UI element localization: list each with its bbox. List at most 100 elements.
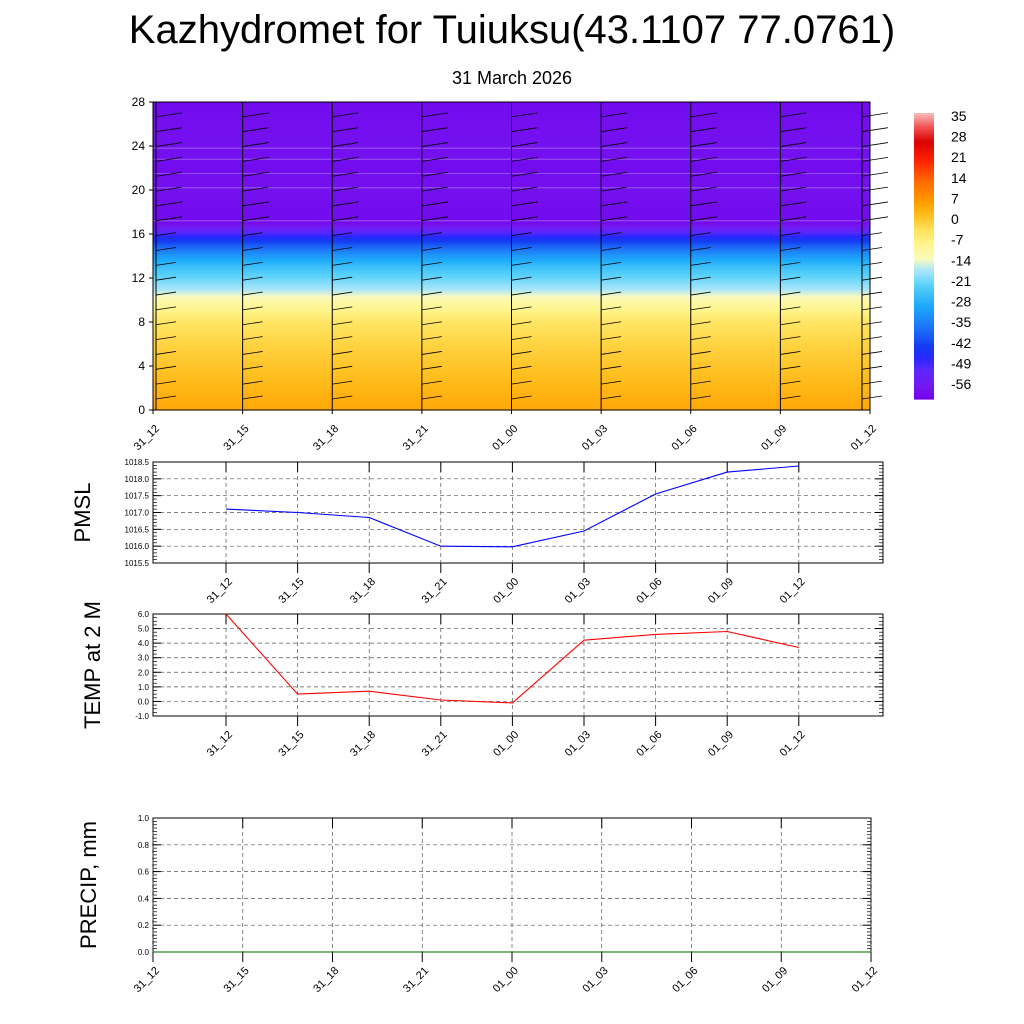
- x-tick-label: 31_15: [222, 965, 252, 995]
- wind-barb: [332, 306, 353, 311]
- colorbar-band: [914, 282, 934, 286]
- colorbar-band: [914, 133, 934, 137]
- colorbar-band: [914, 292, 934, 296]
- wind-barb: [780, 380, 801, 385]
- wind-barb: [242, 112, 269, 118]
- y-tick-label: 12: [132, 271, 146, 285]
- colorbar-band: [914, 192, 934, 196]
- colorbar-band: [914, 272, 934, 275]
- wind-barb: [421, 276, 442, 281]
- wind-barb: [242, 306, 263, 311]
- wind-barb: [511, 127, 538, 133]
- colorbar-band: [914, 127, 934, 130]
- wind-barb: [780, 336, 801, 340]
- x-tick-label: 01_12: [850, 965, 880, 995]
- colorbar-band: [914, 370, 934, 374]
- colorbar-label: 14: [951, 170, 967, 186]
- wind-barb: [155, 261, 177, 266]
- colorbar-band: [914, 329, 934, 333]
- wind-barb: [155, 112, 183, 118]
- wind-barb: [601, 336, 622, 340]
- wind-barb: [242, 216, 269, 222]
- x-tick-label: 01_00: [490, 423, 520, 453]
- y-tick-label: 3.0: [138, 654, 150, 663]
- wind-barb: [332, 336, 353, 340]
- colorbar-band: [914, 307, 934, 310]
- y-tick-label: 0: [138, 403, 145, 417]
- colorbar-band: [914, 372, 934, 376]
- y-tick-label: 0.6: [138, 868, 150, 877]
- wind-barb: [155, 247, 177, 251]
- wind-barb: [332, 365, 353, 370]
- colorbar-label: 21: [951, 149, 967, 165]
- wind-barb: [690, 247, 711, 251]
- colorbar-band: [914, 149, 934, 153]
- wind-barb: [780, 276, 801, 281]
- colorbar-band: [914, 168, 934, 171]
- wind-barb: [155, 365, 177, 370]
- x-tick-label: 31_18: [348, 729, 378, 759]
- colorbar-band: [914, 394, 934, 398]
- wind-barb: [780, 247, 801, 251]
- wind-barb: [861, 380, 883, 385]
- colorbar-band: [914, 239, 934, 243]
- wind-barb: [780, 321, 801, 326]
- colorbar-band: [914, 245, 934, 249]
- wind-barb: [332, 261, 353, 266]
- wind-barb: [511, 321, 532, 326]
- wind-barb: [332, 380, 353, 385]
- colorbar-band: [914, 221, 934, 224]
- y-tick-label: 20: [132, 183, 146, 197]
- wind-barb: [155, 351, 177, 355]
- colorbar-band: [914, 139, 934, 143]
- wind-barb: [861, 261, 883, 266]
- y-tick-label: 16: [132, 227, 146, 241]
- colorbar-band: [914, 249, 934, 253]
- wind-barb: [780, 112, 807, 118]
- wind-barb: [155, 157, 183, 162]
- wind-barb: [861, 365, 883, 370]
- wind-barb: [861, 232, 883, 237]
- colorbar-band: [914, 123, 934, 126]
- wind-barb: [242, 157, 269, 162]
- colorbar-band: [914, 113, 934, 116]
- colorbar-band: [914, 170, 934, 173]
- colorbar-band: [914, 155, 934, 159]
- colorbar-band: [914, 137, 934, 141]
- colorbar-band: [914, 264, 934, 267]
- y-axis-label: PRECIP, mm: [76, 821, 101, 949]
- x-tick-label: 01_06: [670, 965, 700, 995]
- wind-barb: [780, 291, 801, 296]
- wind-barb: [511, 171, 538, 177]
- wind-barb: [155, 321, 177, 326]
- x-tick-label: 01_09: [706, 729, 736, 759]
- wind-barb: [332, 112, 359, 118]
- wind-barb: [242, 395, 263, 400]
- y-axis-label: PMSL: [70, 483, 95, 543]
- wind-barb: [861, 112, 889, 118]
- wind-barb: [242, 351, 263, 355]
- colorbar-band: [914, 194, 934, 198]
- colorbar-band: [914, 323, 934, 327]
- colorbar-band: [914, 388, 934, 392]
- wind-barb: [861, 291, 883, 296]
- wind-barb: [601, 186, 628, 192]
- colorbar-band: [914, 131, 934, 135]
- wind-barb: [690, 365, 711, 370]
- wind-barb: [690, 336, 711, 340]
- wind-barb: [421, 336, 442, 340]
- temperature-heatmap: 0 4 8 12 16 20 24 28 31_12 31_15 31_18 31_21 01_00 01…: [132, 95, 889, 453]
- y-axis-label: TEMP at 2 M: [80, 601, 105, 729]
- wind-barb: [242, 365, 263, 370]
- colorbar-band: [914, 319, 934, 322]
- colorbar-band: [914, 166, 934, 169]
- colorbar-band: [914, 284, 934, 288]
- y-tick-label: 1018.0: [125, 475, 150, 484]
- x-tick-label: 31_12: [132, 423, 162, 453]
- colorbar-band: [914, 335, 934, 339]
- y-tick-label: 28: [132, 95, 146, 109]
- wind-barb: [601, 321, 622, 326]
- wind-barb: [421, 365, 442, 370]
- wind-barb: [601, 365, 622, 370]
- y-tick-label: 1017.0: [125, 509, 150, 518]
